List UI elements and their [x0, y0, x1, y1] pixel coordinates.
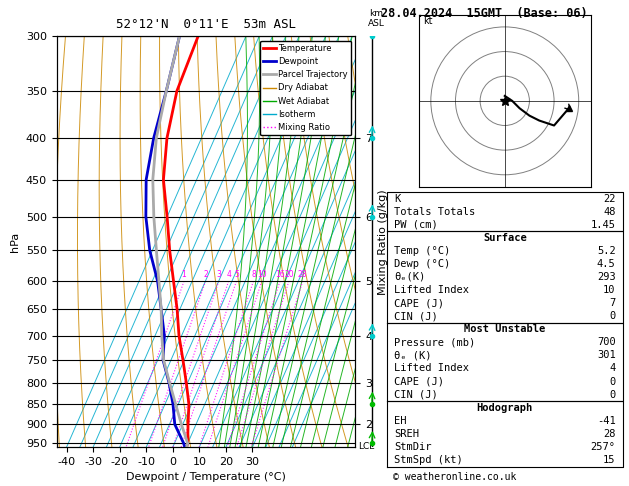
Text: CAPE (J): CAPE (J) — [394, 298, 444, 308]
Text: LCL: LCL — [359, 442, 375, 451]
Text: Temp (°C): Temp (°C) — [394, 246, 450, 256]
Text: Dewp (°C): Dewp (°C) — [394, 259, 450, 269]
Text: 28.04.2024  15GMT  (Base: 06): 28.04.2024 15GMT (Base: 06) — [381, 7, 587, 20]
Text: 5.2: 5.2 — [597, 246, 616, 256]
Text: 0: 0 — [610, 311, 616, 321]
Text: 1.45: 1.45 — [591, 220, 616, 230]
Text: PW (cm): PW (cm) — [394, 220, 438, 230]
Text: θₑ (K): θₑ (K) — [394, 350, 431, 361]
Text: CIN (J): CIN (J) — [394, 311, 438, 321]
Text: 2: 2 — [203, 270, 208, 278]
Legend: Temperature, Dewpoint, Parcel Trajectory, Dry Adiabat, Wet Adiabat, Isotherm, Mi: Temperature, Dewpoint, Parcel Trajectory… — [260, 41, 351, 135]
Text: Totals Totals: Totals Totals — [394, 207, 475, 217]
Text: CIN (J): CIN (J) — [394, 390, 438, 399]
Y-axis label: Mixing Ratio (g/kg): Mixing Ratio (g/kg) — [378, 189, 388, 295]
Text: 3: 3 — [216, 270, 221, 278]
Y-axis label: hPa: hPa — [10, 232, 20, 252]
Text: 257°: 257° — [591, 442, 616, 452]
Text: θₑ(K): θₑ(K) — [394, 272, 425, 282]
Text: 0: 0 — [610, 390, 616, 399]
Text: 4.5: 4.5 — [597, 259, 616, 269]
Text: 8: 8 — [251, 270, 256, 278]
Text: km
ASL: km ASL — [368, 9, 385, 28]
Text: © weatheronline.co.uk: © weatheronline.co.uk — [393, 472, 516, 482]
Text: 28: 28 — [603, 429, 616, 439]
Text: 4: 4 — [610, 364, 616, 374]
Text: Hodograph: Hodograph — [477, 403, 533, 413]
Text: 22: 22 — [603, 193, 616, 204]
Text: 28: 28 — [298, 270, 308, 278]
Text: 7: 7 — [610, 298, 616, 308]
Text: Most Unstable: Most Unstable — [464, 324, 545, 334]
Text: 10: 10 — [603, 285, 616, 295]
Text: 5: 5 — [234, 270, 239, 278]
Text: Lifted Index: Lifted Index — [394, 364, 469, 374]
Text: EH: EH — [394, 416, 406, 426]
Text: 700: 700 — [597, 337, 616, 347]
Text: 15: 15 — [603, 455, 616, 465]
Text: Lifted Index: Lifted Index — [394, 285, 469, 295]
X-axis label: Dewpoint / Temperature (°C): Dewpoint / Temperature (°C) — [126, 472, 286, 483]
Text: kt: kt — [423, 17, 433, 26]
Text: Surface: Surface — [483, 233, 526, 243]
Text: Pressure (mb): Pressure (mb) — [394, 337, 475, 347]
Text: 301: 301 — [597, 350, 616, 361]
Text: 16: 16 — [275, 270, 285, 278]
Text: 20: 20 — [284, 270, 294, 278]
Text: 1: 1 — [182, 270, 186, 278]
Text: 293: 293 — [597, 272, 616, 282]
Text: 10: 10 — [257, 270, 267, 278]
Text: 0: 0 — [610, 377, 616, 386]
Text: StmSpd (kt): StmSpd (kt) — [394, 455, 463, 465]
Text: 48: 48 — [603, 207, 616, 217]
Text: StmDir: StmDir — [394, 442, 431, 452]
Text: -41: -41 — [597, 416, 616, 426]
Text: 4: 4 — [226, 270, 231, 278]
Text: K: K — [394, 193, 400, 204]
Text: SREH: SREH — [394, 429, 419, 439]
Title: 52°12'N  0°11'E  53m ASL: 52°12'N 0°11'E 53m ASL — [116, 18, 296, 31]
Text: CAPE (J): CAPE (J) — [394, 377, 444, 386]
